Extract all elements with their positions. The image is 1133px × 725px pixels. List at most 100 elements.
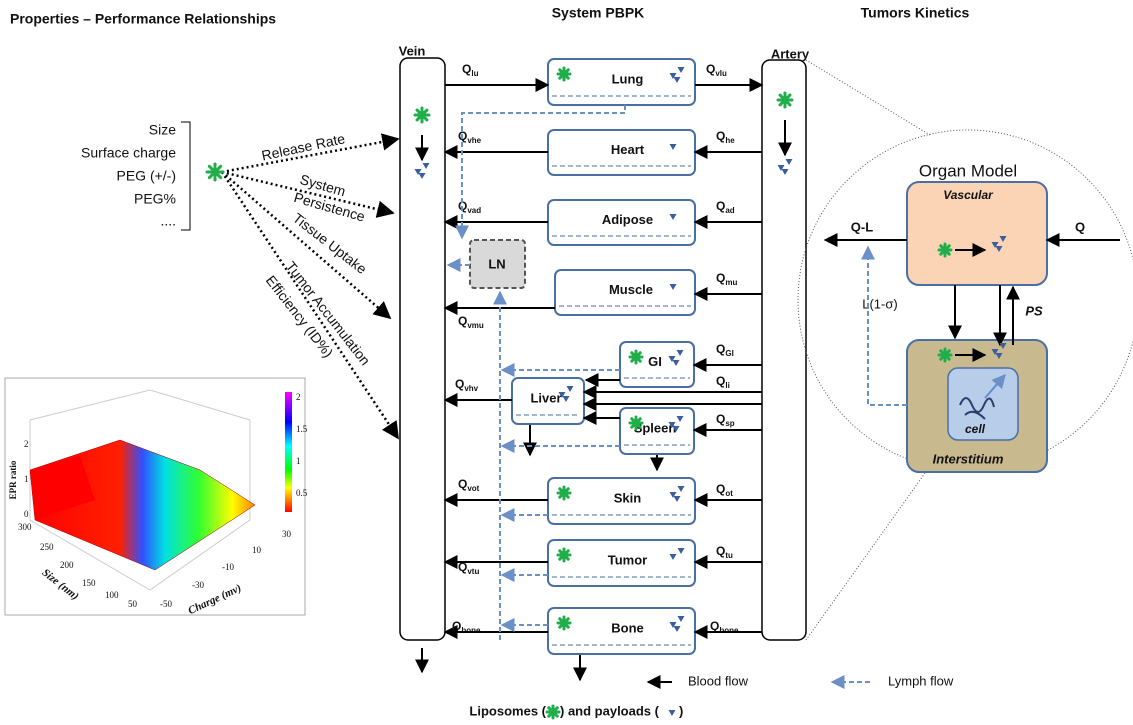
- liposome: [558, 487, 570, 499]
- zoom-line: [806, 60, 930, 135]
- plot-tick: 200: [60, 560, 74, 570]
- plot-tick: -10: [222, 562, 234, 572]
- flow-label: Qmu: [716, 271, 737, 287]
- liposome: [558, 68, 570, 80]
- caption: ) and payloads (: [560, 703, 660, 718]
- organ-label: Bone: [611, 620, 644, 635]
- plot-tick: 150: [82, 578, 96, 588]
- flow-subscript: li: [725, 381, 729, 390]
- flow-subscript: vhe: [467, 136, 481, 145]
- plot-tick: 100: [105, 590, 119, 600]
- organ-label: Skin: [614, 490, 642, 505]
- flow-symbol: Q: [455, 377, 464, 391]
- cell-label: cell: [965, 422, 986, 436]
- flow-subscript: vmu: [467, 321, 484, 330]
- property: Size: [149, 122, 176, 138]
- liposome: [939, 244, 951, 256]
- flow-symbol: Q: [716, 129, 725, 143]
- vein-label: Vein: [399, 43, 426, 58]
- flow-subscript: ad: [725, 206, 734, 215]
- flow-subscript: sp: [725, 419, 734, 428]
- plot-tick: 0: [24, 509, 29, 519]
- flow-label: Qlu: [462, 62, 479, 78]
- liposome: [630, 351, 642, 363]
- caption: Liposomes (: [469, 703, 546, 718]
- plot-tick: -30: [192, 580, 204, 590]
- plot-tick: 2: [296, 392, 301, 402]
- plot-tick: 1.5: [296, 424, 308, 434]
- ps-label: PS: [1025, 303, 1043, 318]
- flow-label: Qvot: [458, 477, 480, 493]
- organ-label: Liver: [530, 390, 561, 405]
- organ-label: GI: [648, 354, 662, 369]
- flow-label: Qtu: [716, 544, 733, 560]
- vascular-label: Vascular: [943, 188, 994, 202]
- flow-symbol: Q: [458, 477, 467, 491]
- properties: Size Surface charge PEG (+/-) PEG% ....: [81, 122, 190, 230]
- artery-label: Artery: [771, 46, 810, 61]
- property: ....: [160, 213, 176, 229]
- flow-subscript: ot: [725, 489, 733, 498]
- flow-subscript: GI: [725, 349, 733, 358]
- lymph-node-label: LN: [488, 256, 505, 271]
- flow-label: Qvmu: [458, 314, 484, 330]
- interstitium-label: Interstitium: [933, 451, 1004, 466]
- plot-tick: 50: [128, 599, 138, 609]
- organ-label: Heart: [611, 142, 645, 157]
- header-center: System PBPK: [552, 5, 645, 21]
- diagram: Properties – Performance Relationships S…: [0, 0, 1133, 725]
- flow-symbol: Q: [462, 62, 471, 76]
- flow-subscript: bone: [719, 626, 739, 635]
- flow-subscript: vhv: [464, 384, 478, 393]
- flow-symbol: Q: [716, 342, 725, 356]
- flow-label: QGI: [716, 342, 734, 358]
- flow-subscript: lu: [471, 69, 478, 78]
- flow-subscript: vtu: [467, 567, 479, 576]
- flow-subscript: he: [725, 136, 735, 145]
- flow-label: Qli: [716, 374, 730, 390]
- plot-tick: 1: [24, 474, 29, 484]
- organ-label: Adipose: [602, 212, 653, 227]
- flow-label: Qad: [716, 199, 735, 215]
- organ-label: Tumor: [608, 552, 647, 567]
- flow-subscript: vad: [467, 206, 481, 215]
- caption: ): [679, 703, 683, 718]
- property: Surface charge: [81, 145, 176, 161]
- zoom-line: [806, 466, 930, 640]
- liposome: [558, 549, 570, 561]
- flow-subscript: tu: [725, 551, 733, 560]
- q-out-label: Q-L: [851, 219, 873, 234]
- plot-tick: 30: [282, 529, 292, 539]
- plot-tick: 250: [40, 542, 54, 552]
- organ-label: Muscle: [609, 282, 653, 297]
- payload: [669, 710, 676, 716]
- relationship: Release Rate: [260, 130, 347, 163]
- legend-lymph: Lymph flow: [888, 673, 954, 688]
- lymph-path: [868, 247, 907, 405]
- property: PEG (+/-): [116, 168, 176, 184]
- liposome: [558, 617, 570, 629]
- q-in-label: Q: [1075, 219, 1085, 234]
- flow-symbol: Q: [706, 62, 715, 76]
- liposome: [415, 108, 429, 122]
- plot-tick: -50: [160, 599, 172, 609]
- flow-subscript: vot: [467, 484, 479, 493]
- liposome: [547, 706, 559, 718]
- organ-model-title: Organ Model: [919, 161, 1017, 180]
- bracket: [181, 122, 190, 230]
- plot-tick: 0.5: [296, 488, 308, 498]
- flow-symbol: Q: [716, 271, 725, 285]
- plot-z-label: EPR ratio: [8, 460, 18, 499]
- liposome: [207, 164, 223, 180]
- organ-label: Lung: [612, 71, 644, 86]
- flow-label: Qsp: [716, 412, 735, 428]
- plot-tick: 1: [296, 456, 301, 466]
- flow-symbol: Q: [716, 374, 725, 388]
- flow-subscript: mu: [725, 278, 737, 287]
- plot-tick: 10: [252, 545, 262, 555]
- flow-label: Qot: [716, 482, 733, 498]
- header-left: Properties – Performance Relationships: [10, 11, 276, 27]
- flow-symbol: Q: [716, 412, 725, 426]
- legend-blood: Blood flow: [688, 673, 749, 688]
- liposome: [778, 93, 792, 107]
